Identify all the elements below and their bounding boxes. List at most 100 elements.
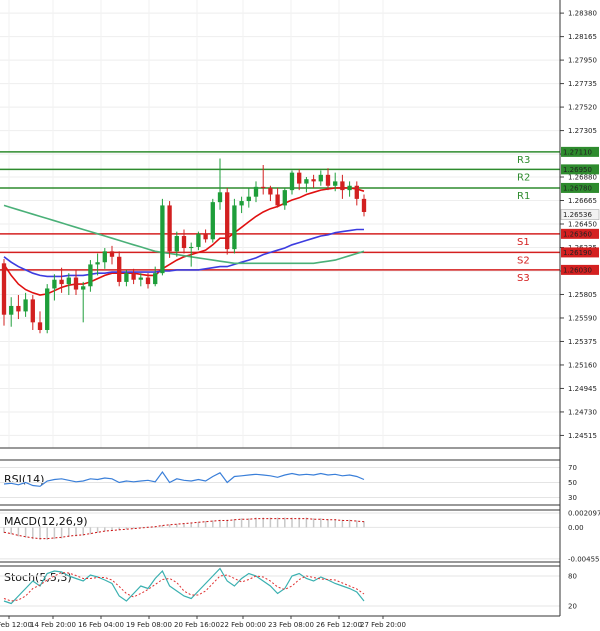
- candle-body: [145, 277, 151, 285]
- price-tick-label: 1.27305: [568, 127, 597, 135]
- indicator-level-label: 80: [568, 573, 577, 581]
- pane-frames: [0, 0, 561, 617]
- candle-body: [289, 172, 295, 191]
- candle-body: [88, 264, 93, 287]
- level-price-label-s2: 1.26190: [563, 249, 592, 257]
- ma-line-1: [3, 228, 364, 278]
- candle-body: [1, 263, 7, 315]
- price-tick-label: 1.25590: [568, 314, 597, 322]
- price-tick-label: 1.26880: [568, 174, 597, 182]
- time-tick-label: 23 Feb 08:00: [268, 621, 314, 629]
- level-name-r3: R3: [517, 155, 530, 166]
- candle-body: [203, 233, 208, 240]
- candle-body: [347, 185, 352, 191]
- candle-body: [261, 186, 266, 188]
- level-price-tag-s1: [561, 228, 599, 239]
- price-tick-label: 1.27520: [568, 104, 597, 112]
- indicator-label-1: MACD(12,26,9): [4, 515, 88, 528]
- candle-body: [16, 305, 21, 312]
- candle-body: [311, 179, 316, 182]
- time-tick-label: 22 Feb 00:00: [220, 621, 266, 629]
- candle-body: [325, 174, 331, 186]
- time-tick-label: 14 Feb 20:00: [30, 621, 76, 629]
- moving-averages: [3, 187, 365, 296]
- candle-body: [210, 202, 215, 240]
- candle-body: [304, 179, 309, 184]
- level-name-s3: S3: [517, 273, 530, 284]
- main-grid: [0, 0, 560, 448]
- candle-body: [9, 305, 14, 315]
- candle-body: [354, 185, 359, 199]
- pivot-levels: R3 R2 R1 S1 S2 S3: [0, 151, 560, 284]
- level-name-r2: R2: [517, 172, 530, 183]
- time-tick-label: 27 Feb 20:00: [360, 621, 406, 629]
- candle-body: [196, 233, 201, 247]
- candles: [1, 158, 367, 334]
- time-tick-label: 20 Feb 16:00: [174, 621, 220, 629]
- level-price-tag-r1: [561, 182, 599, 193]
- candle-body: [73, 277, 79, 290]
- candle-body: [45, 288, 50, 330]
- level-price-label-s3: 1.26030: [563, 266, 592, 274]
- indicator-level-label: 20: [568, 603, 577, 611]
- indicator-level-label: 0.002097: [568, 510, 600, 518]
- level-price-label-r2: 1.26950: [563, 166, 592, 174]
- price-tick-label: 1.25160: [568, 361, 597, 369]
- candle-body: [117, 256, 122, 282]
- price-tick-label: 1.27950: [568, 57, 597, 65]
- candle-body: [282, 190, 287, 206]
- level-price-tag-s2: [561, 247, 599, 258]
- candle-body: [131, 273, 136, 280]
- indicator-label-2: Stoch(5,5,3): [4, 571, 72, 584]
- candle-body: [253, 186, 259, 197]
- ma-line-0: [3, 187, 365, 296]
- level-name-r1: R1: [517, 191, 530, 202]
- candle-body: [109, 251, 115, 257]
- indicator-level-label: 50: [568, 479, 577, 487]
- time-tick-label: 16 Feb 04:00: [78, 621, 124, 629]
- candle-body: [189, 246, 194, 249]
- candle-body: [318, 174, 323, 182]
- level-price-label-s1: 1.26360: [563, 230, 592, 238]
- candle-body: [23, 299, 28, 312]
- candle-body: [102, 251, 107, 263]
- candle-body: [232, 205, 237, 250]
- candle-body: [167, 205, 172, 252]
- ma-line-2: [3, 204, 365, 265]
- time-tick-label: 19 Feb 08:00: [126, 621, 172, 629]
- level-name-s1: S1: [517, 237, 530, 248]
- candle-body: [59, 279, 64, 285]
- candle-body: [333, 181, 338, 186]
- price-tick-label: 1.26665: [568, 197, 597, 205]
- candle-body: [239, 201, 244, 206]
- level-price-tag-s3: [561, 264, 599, 275]
- indicator-panes: RSI(14) 70 50 30 MACD(12,26,9) 0.002097 0.00 -0…: [0, 464, 600, 611]
- indicator-label-0: RSI(14): [4, 473, 44, 486]
- level-price-tag-r2: [561, 164, 599, 175]
- candle-body: [297, 172, 302, 184]
- candle-body: [52, 279, 57, 289]
- last-price-tag: [560, 209, 600, 220]
- price-tick-label: 1.28165: [568, 33, 597, 41]
- candle-body: [95, 262, 100, 265]
- indicator-level-label: 70: [568, 464, 577, 472]
- candle-body: [138, 277, 143, 280]
- candle-body: [217, 192, 223, 203]
- price-tick-label: 1.25805: [568, 291, 597, 299]
- rsi-line: [3, 470, 365, 487]
- candle-body: [160, 205, 165, 274]
- time-tick-label: 13 Feb 12:00: [0, 621, 32, 629]
- candle-body: [30, 299, 35, 323]
- level-price-label-r3: 1.27110: [563, 148, 592, 156]
- candle-body: [361, 198, 367, 212]
- candle-body: [81, 286, 86, 290]
- price-axis: 1.28380 1.28165 1.27950 1.27735 1.27520 1.273…: [560, 10, 600, 440]
- candle-body: [124, 273, 129, 282]
- stoch-d-line: [3, 571, 365, 602]
- candle-body: [275, 194, 280, 206]
- candle-body: [153, 273, 158, 285]
- level-price-tag-r3: [561, 146, 599, 157]
- candle-body: [340, 181, 345, 191]
